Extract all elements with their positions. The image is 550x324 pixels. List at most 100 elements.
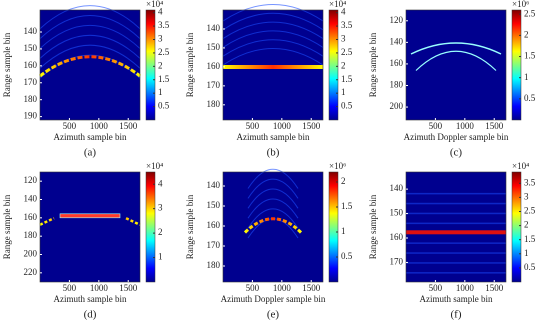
target [406, 230, 506, 235]
x-tick-label: 1500 [302, 121, 321, 131]
y-tick-label: 150 [207, 42, 221, 52]
colorbar-tick-label: 1 [341, 87, 346, 97]
fringe [247, 188, 299, 209]
x-tick-label: 1500 [302, 283, 321, 293]
colorbar-tick-label: 2.5 [524, 8, 536, 18]
target [59, 213, 121, 219]
fringe [39, 15, 141, 39]
y-tick-label: 170 [207, 80, 221, 90]
y-axis-label: Range sample bin [368, 194, 378, 259]
plot-frame [39, 9, 141, 121]
x-tick-label: 1500 [119, 121, 138, 131]
fringe [406, 272, 506, 274]
colorbar-scale: ×10⁴ [329, 0, 346, 9]
colorbar-tick-label: 3 [158, 34, 163, 44]
colorbar-tick-label: 1 [158, 87, 163, 97]
fringe [406, 192, 506, 195]
fringe [247, 208, 299, 229]
x-tick-label: 1000 [90, 121, 109, 131]
colorbar-tick-label: 1.5 [524, 51, 536, 61]
colorbar-tick-label: 1 [524, 72, 529, 82]
colorbar-tick-label: 3 [158, 203, 163, 213]
target [39, 217, 141, 226]
x-tick-label: 1000 [273, 283, 292, 293]
heatmap-background [406, 10, 506, 120]
y-tick-label: 140 [207, 180, 221, 190]
panel: 500 1000 1500 140 150 160 170 180 190 Azimuth sam… [2, 0, 170, 159]
y-tick-label: 150 [390, 208, 404, 218]
colorbar-tick-label: 1.5 [341, 74, 353, 84]
panel: 500 1000 1500 120 140 160 180 200 220 Azimuth sam… [2, 161, 163, 320]
fringe [39, 54, 141, 79]
y-tick-label: 180 [207, 99, 221, 109]
y-tick-label: 170 [24, 77, 38, 87]
y-tick-label: 160 [390, 58, 404, 68]
y-tick-label: 120 [24, 175, 38, 185]
y-tick-label: 140 [390, 183, 404, 193]
panel: 500 1000 1500 140 150 160 170 180 Azimuth Dopple… [185, 161, 353, 320]
colorbar-tick-label: 1 [158, 252, 163, 262]
colorbar-tick-label: 1.5 [524, 234, 536, 244]
plot-frame [405, 171, 507, 283]
fringe [406, 202, 506, 205]
colorbar-scale: ×10⁴ [512, 161, 529, 171]
x-axis-label: Azimuth sample bin [237, 132, 310, 142]
x-tick-label: 1000 [456, 121, 475, 131]
x-axis-label: Azimuth sample bin [54, 294, 127, 304]
y-tick-label: 180 [24, 94, 38, 104]
panel: 500 1000 1500 120 140 160 180 200 Azimuth Dopple… [368, 0, 536, 159]
y-tick-label: 160 [207, 61, 221, 71]
x-tick-label: 500 [246, 121, 260, 131]
colorbar-scale: ×10⁴ [146, 0, 163, 9]
fringe [406, 212, 506, 215]
colorbar-tick-label: 3 [341, 34, 346, 44]
colorbar-scale: ×10⁶ [512, 0, 529, 9]
y-tick-label: 120 [390, 15, 404, 25]
colorbar-tick-label: 2.5 [524, 206, 536, 216]
y-tick-label: 180 [207, 260, 221, 270]
colorbar-tick-label: 1 [524, 248, 529, 258]
colorbar-tick-label: 2 [341, 60, 346, 70]
fringe [247, 178, 299, 199]
x-tick-label: 500 [63, 283, 77, 293]
panel-caption: (f) [451, 309, 462, 321]
fringe [406, 242, 506, 244]
colorbar-tick-label: 3.5 [341, 20, 353, 30]
y-axis-label: Range sample bin [2, 194, 12, 259]
x-tick-label: 1000 [273, 121, 292, 131]
colorbar [145, 171, 156, 283]
x-tick-label: 1500 [485, 283, 504, 293]
x-tick-label: 500 [429, 283, 443, 293]
panel-caption: (d) [84, 309, 97, 321]
colorbar-tick-label: 0.5 [341, 101, 353, 111]
fringe [39, 24, 141, 49]
fringe [406, 252, 506, 254]
y-tick-label: 150 [24, 43, 38, 53]
y-tick-label: 140 [24, 26, 38, 36]
fringe [39, 44, 141, 69]
target [243, 217, 303, 234]
x-tick-label: 1500 [119, 283, 138, 293]
y-tick-label: 180 [24, 230, 38, 240]
colorbar-tick-label: 2 [524, 29, 529, 39]
colorbar-tick-label: 0.5 [524, 93, 536, 103]
fringe [222, 30, 324, 48]
y-axis-label: Range sample bin [368, 32, 378, 97]
colorbar-tick-label: 3.5 [524, 177, 536, 187]
fringe [247, 198, 299, 219]
panel-caption: (c) [450, 147, 463, 159]
fringe [222, 12, 324, 31]
plot-frame [405, 9, 507, 121]
fringe [222, 4, 324, 22]
x-axis-label: Azimuth Doppler sample bin [404, 132, 509, 142]
x-axis-label: Azimuth Doppler sample bin [221, 294, 326, 304]
fringe [406, 222, 506, 225]
y-tick-label: 160 [24, 60, 38, 70]
colorbar-tick-label: 4 [341, 7, 346, 17]
colorbar-tick-label: 0.5 [524, 262, 536, 272]
heatmap-background [406, 172, 506, 282]
y-tick-label: 220 [24, 267, 38, 277]
colorbar-tick-label: 4 [158, 7, 163, 17]
y-tick-label: 140 [207, 23, 221, 33]
x-tick-label: 500 [63, 121, 77, 131]
